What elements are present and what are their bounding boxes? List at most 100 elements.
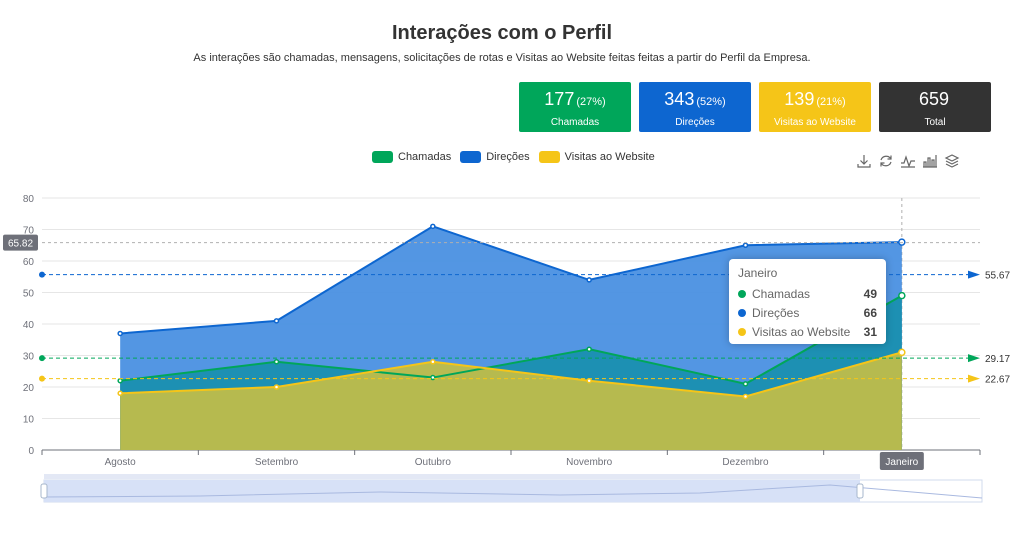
tooltip-series-name: Direções bbox=[752, 305, 800, 320]
bar-chart-icon[interactable] bbox=[922, 153, 938, 169]
card-label: Chamadas bbox=[550, 117, 600, 128]
series-line bbox=[120, 225, 902, 335]
download-icon[interactable] bbox=[856, 153, 872, 169]
datazoom-move-handle bbox=[44, 474, 860, 479]
card-value: 659 bbox=[918, 89, 950, 109]
tooltip-row: Direções 66 bbox=[738, 303, 877, 322]
tooltip-row: Chamadas 49 bbox=[738, 284, 877, 303]
data-point bbox=[430, 374, 436, 381]
legend-item-chamadas[interactable]: Chamadas bbox=[372, 151, 451, 163]
crosshair-x-label-bg bbox=[879, 452, 924, 470]
card-value: 343 bbox=[664, 89, 695, 109]
datazoom-handle-right[interactable] bbox=[856, 483, 864, 499]
summary-cards: 177 (27%) Chamadas 343 (52%) Direções 139(… bbox=[519, 82, 991, 132]
mark-line-start-dot bbox=[39, 271, 45, 278]
tooltip-dot bbox=[738, 327, 746, 336]
page-title: Interações com o Perfil bbox=[391, 22, 613, 44]
card-total: 659 Total bbox=[879, 82, 991, 132]
data-point bbox=[273, 318, 280, 324]
data-point bbox=[742, 381, 749, 387]
y-tick-label: 0 bbox=[28, 446, 34, 457]
mark-line-arrow bbox=[968, 354, 980, 363]
legend-label: Direções bbox=[486, 151, 530, 163]
data-point bbox=[430, 223, 436, 230]
line-chart-icon[interactable] bbox=[900, 153, 916, 169]
card-label: Total bbox=[924, 117, 946, 128]
data-point bbox=[898, 348, 906, 357]
data-point bbox=[898, 238, 906, 246]
card-calls: 177 (27%) Chamadas bbox=[519, 82, 631, 132]
data-point bbox=[898, 291, 906, 300]
y-tick-label: 70 bbox=[23, 226, 35, 237]
card-website-visits: 139 (21%) Visitas ao Website bbox=[759, 82, 871, 132]
stack-icon[interactable] bbox=[944, 153, 960, 169]
chart-legend: Chamadas Direções Visitas ao Website bbox=[372, 151, 655, 163]
mark-line-label: 22.67 bbox=[985, 375, 1010, 386]
datazoom-handle-left[interactable] bbox=[40, 483, 48, 499]
card-label: Direções bbox=[675, 117, 715, 128]
chart-toolbox bbox=[856, 153, 960, 169]
card-value: 177 bbox=[544, 89, 575, 109]
mark-line-label: 29.17 bbox=[985, 354, 1010, 365]
chart-tooltip: Janeiro Chamadas 49 Direções 66 Visitas ao… bbox=[729, 259, 886, 344]
refresh-icon[interactable] bbox=[878, 153, 894, 169]
series-line bbox=[120, 294, 903, 385]
card-percent: (21%) bbox=[816, 96, 846, 108]
datazoom-selected-range bbox=[44, 480, 860, 502]
card-percent: (27%) bbox=[576, 96, 606, 108]
x-tick-label: Outubro bbox=[415, 457, 452, 468]
data-point bbox=[117, 390, 123, 397]
data-point bbox=[117, 330, 123, 337]
tooltip-row: Visitas ao Website 31 bbox=[738, 322, 877, 341]
crosshair-y-label-bg bbox=[3, 234, 38, 251]
legend-swatch bbox=[538, 151, 560, 163]
data-point bbox=[586, 377, 592, 384]
x-tick-label: Janeiro bbox=[885, 457, 918, 468]
tooltip-series-name: Visitas ao Website bbox=[752, 324, 851, 339]
x-tick-label: Setembro bbox=[255, 457, 299, 468]
mark-line-start-dot bbox=[39, 375, 45, 382]
mark-line-arrow bbox=[968, 374, 980, 383]
tooltip-value: 66 bbox=[863, 305, 877, 320]
card-percent: (52%) bbox=[696, 96, 726, 108]
y-tick-label: 60 bbox=[23, 257, 35, 268]
mark-line-arrow bbox=[968, 270, 980, 279]
x-tick-label: Agosto bbox=[105, 457, 137, 468]
y-tick-label: 30 bbox=[23, 352, 35, 363]
y-tick-label: 40 bbox=[23, 320, 35, 331]
y-tick-label: 10 bbox=[23, 415, 35, 426]
data-point bbox=[273, 359, 280, 365]
data-point bbox=[742, 393, 749, 400]
legend-item-visitas[interactable]: Visitas ao Website bbox=[538, 151, 655, 163]
tooltip-title: Janeiro bbox=[738, 266, 778, 280]
card-label: Visitas ao Website bbox=[774, 117, 856, 128]
data-point bbox=[430, 359, 436, 365]
legend-label: Visitas ao Website bbox=[564, 151, 655, 163]
data-point bbox=[117, 377, 123, 384]
x-tick-label: Novembro bbox=[566, 457, 613, 468]
card-value: 139 bbox=[784, 89, 815, 109]
tooltip-value: 31 bbox=[863, 324, 877, 339]
page-subtitle: As interações são chamadas, mensagens, s… bbox=[193, 52, 811, 64]
tooltip-dot bbox=[738, 289, 746, 298]
series-line bbox=[120, 351, 903, 398]
mark-line-start-dot bbox=[39, 355, 45, 362]
legend-swatch bbox=[460, 151, 482, 163]
x-tick-label: Dezembro bbox=[722, 457, 769, 468]
mark-line-label: 55.67 bbox=[985, 271, 1010, 282]
y-tick-label: 20 bbox=[23, 383, 35, 394]
tooltip-dot bbox=[738, 308, 746, 317]
tooltip-value: 49 bbox=[863, 286, 877, 301]
tooltip-series-name: Chamadas bbox=[752, 286, 811, 301]
data-point bbox=[586, 346, 592, 352]
legend-swatch bbox=[372, 151, 393, 163]
legend-item-direcoes[interactable]: Direções bbox=[460, 151, 530, 163]
data-point bbox=[273, 384, 280, 390]
crosshair-y-label: 65.82 bbox=[8, 239, 33, 250]
area-visitas-ao-website bbox=[120, 352, 902, 450]
datazoom-preview-line bbox=[43, 484, 983, 499]
legend-label: Chamadas bbox=[398, 151, 452, 163]
data-point bbox=[742, 242, 749, 248]
y-tick-label: 50 bbox=[23, 289, 35, 300]
